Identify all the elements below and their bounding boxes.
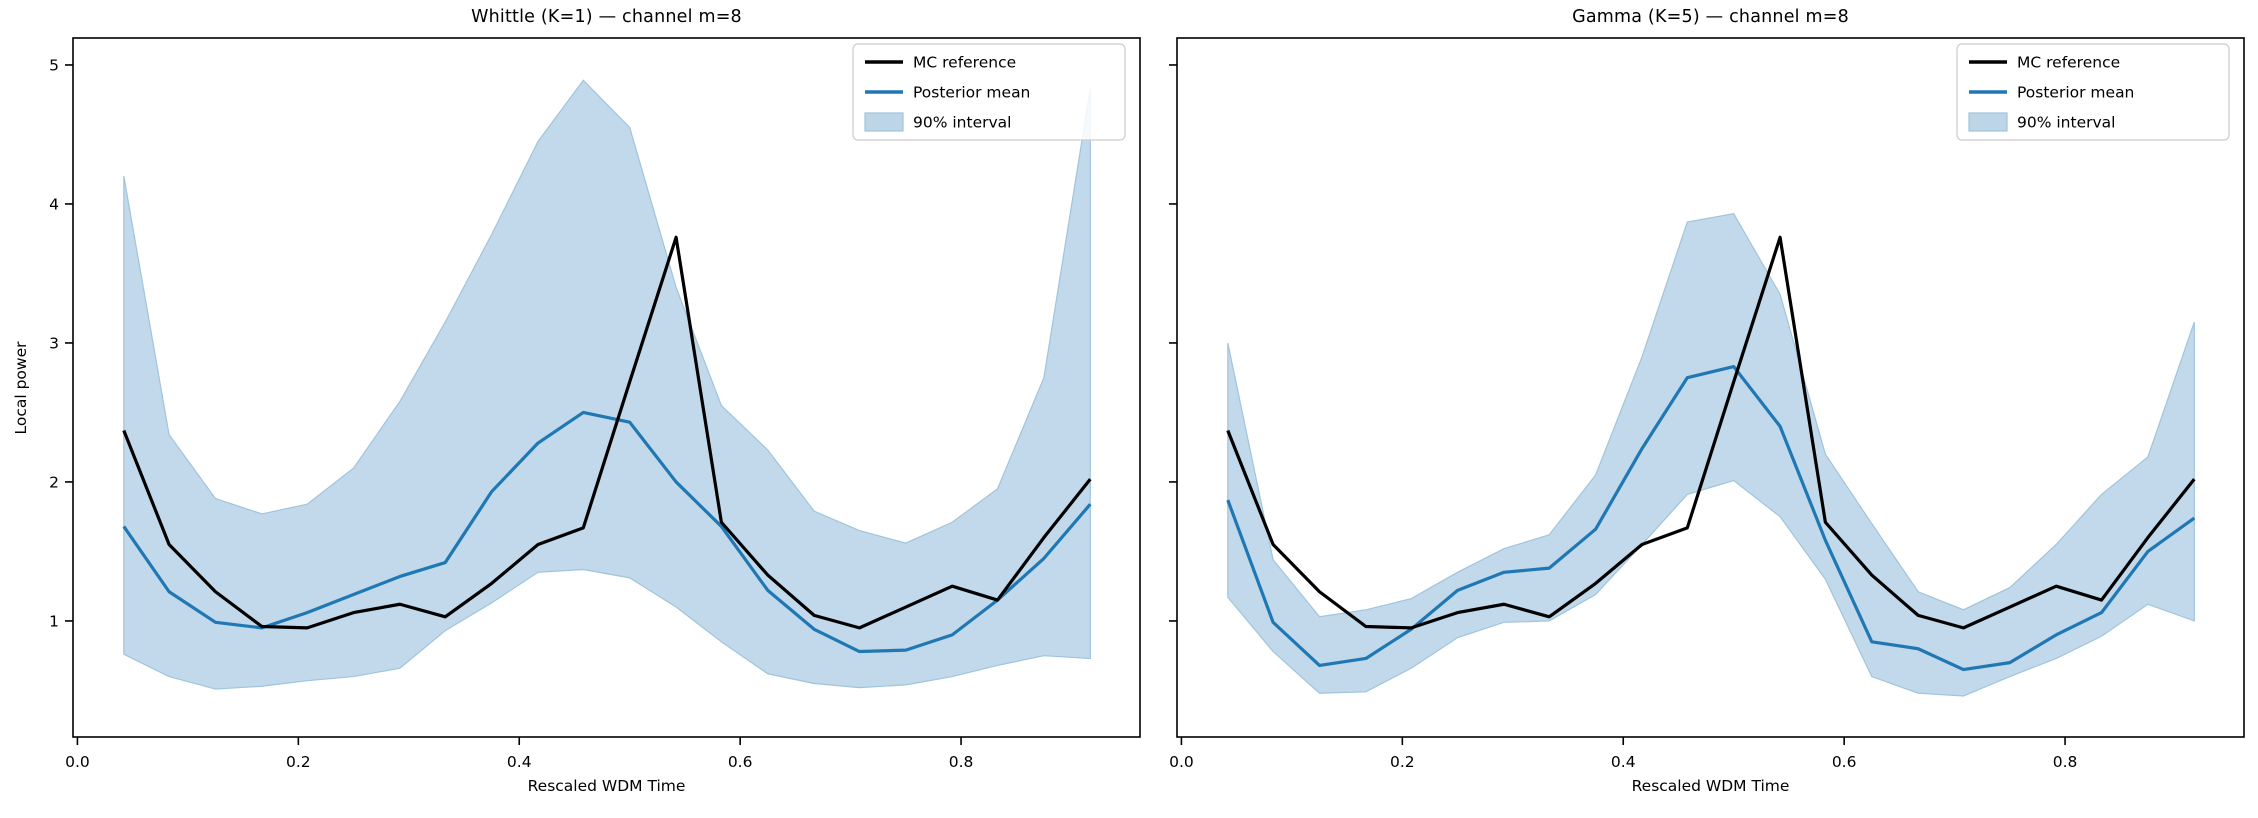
mc-reference-line — [1226, 235, 2196, 630]
legend-interval-patch-sample — [864, 112, 904, 132]
x-axis-label-whittle: Rescaled WDM Time — [527, 777, 686, 795]
legend-label: 90% interval — [2017, 114, 2115, 132]
x-tick-label: 0.8 — [949, 753, 974, 771]
x-tick-label: 0.6 — [1832, 753, 1857, 771]
y-tick-label: 5 — [49, 56, 59, 74]
legend-label: 90% interval — [913, 114, 1011, 132]
x-tick-label: 0.4 — [507, 753, 532, 771]
axes-frame — [72, 37, 1141, 738]
y-tick-label: 3 — [49, 334, 59, 352]
legend-box — [852, 43, 1126, 141]
x-tick-label: 0.2 — [286, 753, 311, 771]
x-tick-label: 0.0 — [65, 753, 90, 771]
y-tick-label: 2 — [49, 473, 59, 491]
panel-title-whittle: Whittle (K=1) — channel m=8 — [471, 7, 742, 27]
x-tick-label: 0.8 — [2053, 753, 2078, 771]
posterior-mean-line — [1226, 364, 2196, 672]
legend-box — [1956, 43, 2230, 141]
x-tick-label: 0.0 — [1169, 753, 1194, 771]
credible-interval-band — [123, 79, 1091, 690]
legend-label: MC reference — [913, 54, 1016, 72]
y-axis-label: Local power — [12, 341, 30, 435]
legend-label: Posterior mean — [913, 84, 1030, 102]
x-axis-label-gamma: Rescaled WDM Time — [1631, 777, 1790, 795]
y-tick-label: 4 — [49, 195, 59, 213]
x-tick-label: 0.4 — [1611, 753, 1636, 771]
x-tick-label: 0.2 — [1390, 753, 1415, 771]
x-tick-label: 0.6 — [728, 753, 753, 771]
legend-label: MC reference — [2017, 54, 2120, 72]
legend-label: Posterior mean — [2017, 84, 2134, 102]
posterior-mean-line — [122, 410, 1092, 654]
y-tick-label: 1 — [49, 612, 59, 630]
legend-interval-patch-sample — [1968, 112, 2008, 132]
panel-title-gamma: Gamma (K=5) — channel m=8 — [1572, 7, 1849, 27]
axes-frame — [1176, 37, 2245, 738]
mc-reference-line — [122, 235, 1092, 630]
